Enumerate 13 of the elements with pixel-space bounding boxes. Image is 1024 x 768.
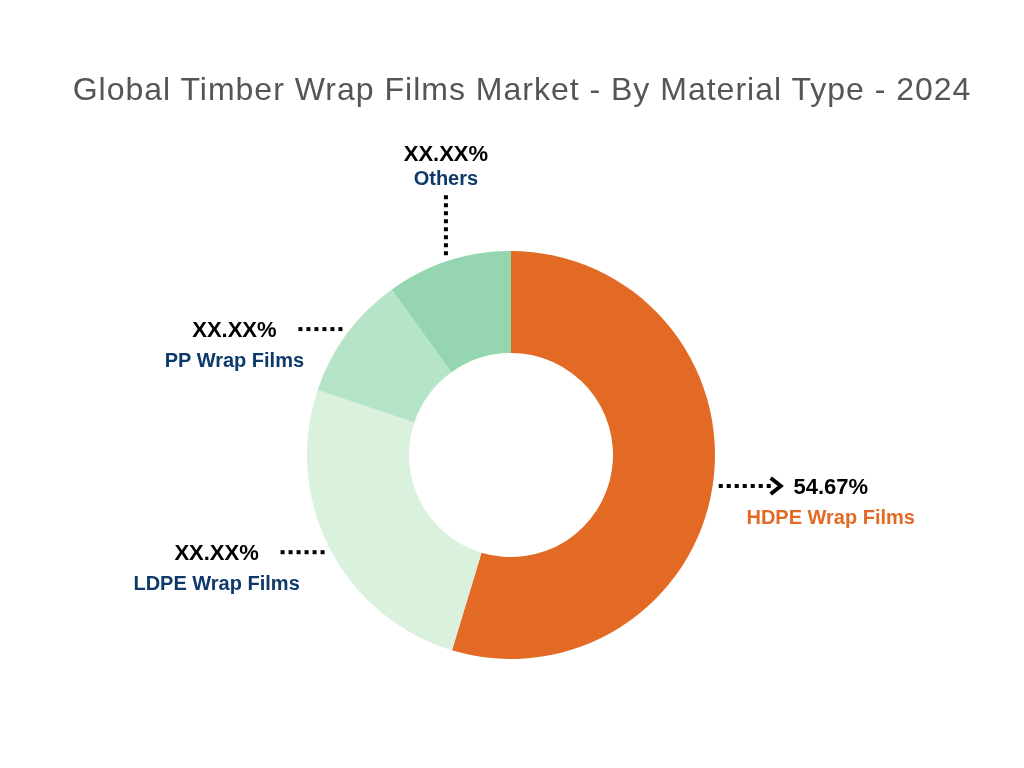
slice-label: Others xyxy=(413,167,479,190)
data-label: XX.XX% xyxy=(174,540,259,566)
data-label: XX.XX% xyxy=(403,141,489,167)
data-label: XX.XX% xyxy=(192,317,277,343)
slice-label: LDPE Wrap Films xyxy=(133,572,300,595)
slice-label: HDPE Wrap Films xyxy=(746,505,915,528)
chart-title: Global Timber Wrap Films Market - By Material Type - 2024 xyxy=(72,71,972,107)
donut-slice xyxy=(307,389,482,651)
data-label: 54.67% xyxy=(793,473,869,499)
slice-label: PP Wrap Films xyxy=(164,349,305,372)
donut-slice xyxy=(317,289,452,423)
donut-slice xyxy=(452,251,715,659)
donut-slice xyxy=(391,251,511,373)
